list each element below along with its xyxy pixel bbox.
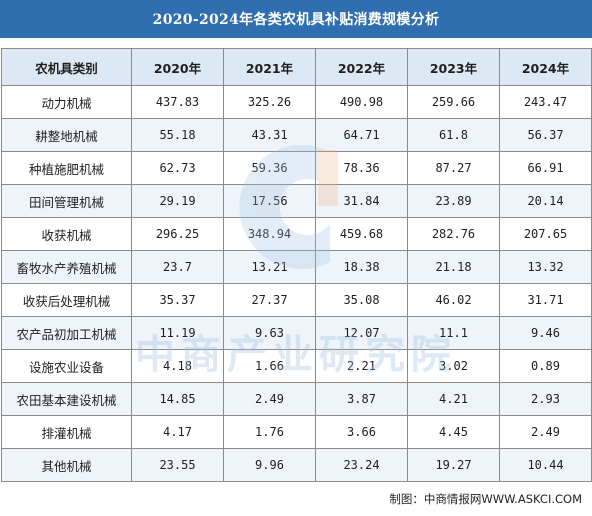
- value-cell: 21.18: [407, 250, 500, 284]
- value-cell: 14.85: [131, 382, 224, 416]
- value-cell: 490.98: [315, 85, 408, 119]
- table-row: 耕整地机械 55.18 43.31 64.71 61.8 56.37: [1, 118, 592, 152]
- table-row: 田间管理机械 29.19 17.56 31.84 23.89 20.14: [1, 184, 592, 218]
- table-row: 收获机械 296.25 348.94 459.68 282.76 207.65: [1, 217, 592, 251]
- table-body: 动力机械 437.83 325.26 490.98 259.66 243.47 耕整地机械 5…: [1, 85, 592, 482]
- value-cell: 46.02: [407, 283, 500, 317]
- value-cell: 17.56: [223, 184, 316, 218]
- value-cell: 20.14: [499, 184, 592, 218]
- column-header: 2024年: [499, 48, 592, 86]
- value-cell: 23.7: [131, 250, 224, 284]
- value-cell: 2.93: [499, 382, 592, 416]
- value-cell: 61.8: [407, 118, 500, 152]
- value-cell: 243.47: [499, 85, 592, 119]
- value-cell: 437.83: [131, 85, 224, 119]
- table-row: 农产品初加工机械 11.19 9.63 12.07 11.1 9.46: [1, 316, 592, 350]
- value-cell: 35.37: [131, 283, 224, 317]
- value-cell: 55.18: [131, 118, 224, 152]
- value-cell: 2.21: [315, 349, 408, 383]
- value-cell: 4.17: [131, 415, 224, 449]
- category-cell: 畜牧水产养殖机械: [1, 250, 132, 284]
- value-cell: 1.66: [223, 349, 316, 383]
- value-cell: 66.91: [499, 151, 592, 185]
- category-cell: 收获机械: [1, 217, 132, 251]
- table-row: 设施农业设备 4.18 1.66 2.21 3.02 0.89: [1, 349, 592, 383]
- table-row: 动力机械 437.83 325.26 490.98 259.66 243.47: [1, 85, 592, 119]
- category-cell: 收获后处理机械: [1, 283, 132, 317]
- value-cell: 23.89: [407, 184, 500, 218]
- category-cell: 农田基本建设机械: [1, 382, 132, 416]
- value-cell: 23.55: [131, 448, 224, 482]
- value-cell: 4.45: [407, 415, 500, 449]
- value-cell: 35.08: [315, 283, 408, 317]
- column-header: 2021年: [223, 48, 316, 86]
- value-cell: 19.27: [407, 448, 500, 482]
- value-cell: 13.21: [223, 250, 316, 284]
- value-cell: 87.27: [407, 151, 500, 185]
- column-header: 2022年: [315, 48, 408, 86]
- value-cell: 1.76: [223, 415, 316, 449]
- value-cell: 13.32: [499, 250, 592, 284]
- value-cell: 325.26: [223, 85, 316, 119]
- table-row: 种植施肥机械 62.73 59.36 78.36 87.27 66.91: [1, 151, 592, 185]
- table-row: 排灌机械 4.17 1.76 3.66 4.45 2.49: [1, 415, 592, 449]
- value-cell: 59.36: [223, 151, 316, 185]
- category-cell: 动力机械: [1, 85, 132, 119]
- value-cell: 2.49: [223, 382, 316, 416]
- value-cell: 3.02: [407, 349, 500, 383]
- category-cell: 农产品初加工机械: [1, 316, 132, 350]
- value-cell: 11.1: [407, 316, 500, 350]
- value-cell: 18.38: [315, 250, 408, 284]
- value-cell: 0.89: [499, 349, 592, 383]
- value-cell: 9.63: [223, 316, 316, 350]
- column-header: 2023年: [407, 48, 500, 86]
- category-cell: 排灌机械: [1, 415, 132, 449]
- category-cell: 种植施肥机械: [1, 151, 132, 185]
- value-cell: 43.31: [223, 118, 316, 152]
- value-cell: 282.76: [407, 217, 500, 251]
- value-cell: 27.37: [223, 283, 316, 317]
- source-note: 制图：中商情报网WWW.ASKCI.COM: [389, 492, 582, 506]
- value-cell: 3.66: [315, 415, 408, 449]
- value-cell: 56.37: [499, 118, 592, 152]
- value-cell: 31.71: [499, 283, 592, 317]
- category-cell: 设施农业设备: [1, 349, 132, 383]
- table-row: 农田基本建设机械 14.85 2.49 3.87 4.21 2.93: [1, 382, 592, 416]
- table-row: 畜牧水产养殖机械 23.7 13.21 18.38 21.18 13.32: [1, 250, 592, 284]
- subsidy-table-wrap: 农机具类别 2020年 2021年 2022年 2023年 2024年 动力机械…: [0, 48, 592, 482]
- value-cell: 9.96: [223, 448, 316, 482]
- table-header-row: 农机具类别 2020年 2021年 2022年 2023年 2024年: [1, 48, 592, 86]
- value-cell: 4.18: [131, 349, 224, 383]
- value-cell: 64.71: [315, 118, 408, 152]
- value-cell: 12.07: [315, 316, 408, 350]
- value-cell: 11.19: [131, 316, 224, 350]
- column-header: 2020年: [131, 48, 224, 86]
- value-cell: 23.24: [315, 448, 408, 482]
- value-cell: 10.44: [499, 448, 592, 482]
- value-cell: 78.36: [315, 151, 408, 185]
- value-cell: 2.49: [499, 415, 592, 449]
- value-cell: 3.87: [315, 382, 408, 416]
- value-cell: 259.66: [407, 85, 500, 119]
- subsidy-table: 农机具类别 2020年 2021年 2022年 2023年 2024年 动力机械…: [1, 48, 592, 482]
- category-cell: 耕整地机械: [1, 118, 132, 152]
- value-cell: 62.73: [131, 151, 224, 185]
- column-header: 农机具类别: [1, 48, 132, 86]
- value-cell: 296.25: [131, 217, 224, 251]
- table-row: 收获后处理机械 35.37 27.37 35.08 46.02 31.71: [1, 283, 592, 317]
- value-cell: 4.21: [407, 382, 500, 416]
- chart-title: 2020-2024年各类农机具补贴消费规模分析: [0, 0, 592, 38]
- value-cell: 29.19: [131, 184, 224, 218]
- value-cell: 207.65: [499, 217, 592, 251]
- value-cell: 31.84: [315, 184, 408, 218]
- category-cell: 其他机械: [1, 448, 132, 482]
- table-row: 其他机械 23.55 9.96 23.24 19.27 10.44: [1, 448, 592, 482]
- value-cell: 348.94: [223, 217, 316, 251]
- category-cell: 田间管理机械: [1, 184, 132, 218]
- value-cell: 9.46: [499, 316, 592, 350]
- value-cell: 459.68: [315, 217, 408, 251]
